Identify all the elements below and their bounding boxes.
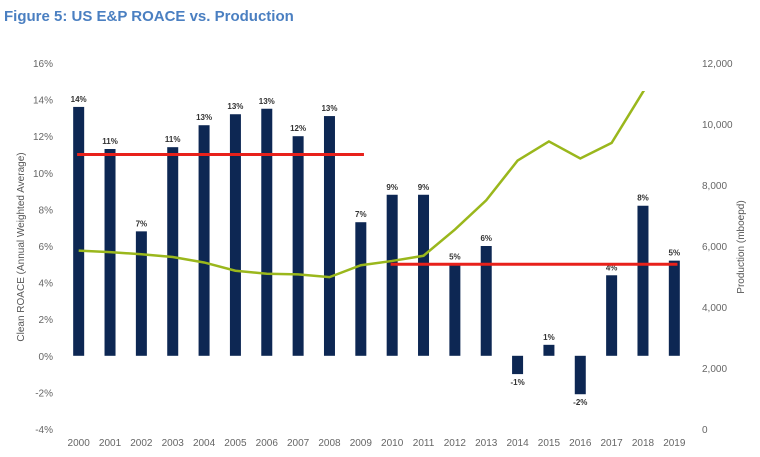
roace-bar: [637, 205, 649, 356]
roace-bar: [449, 264, 461, 356]
y2-tick-label: 2,000: [702, 364, 727, 375]
roace-bar: [261, 108, 273, 356]
y2-tick-label: 4,000: [702, 303, 727, 314]
y-tick-label: 8%: [39, 205, 54, 216]
roace-bars: [73, 106, 680, 395]
x-tick-label: 2000: [68, 438, 91, 449]
y-tick-label: 14%: [33, 96, 53, 107]
x-tick-label: 2016: [569, 438, 592, 449]
x-tick-label: 2004: [193, 438, 216, 449]
roace-bar: [167, 147, 179, 356]
x-tick-label: 2003: [162, 438, 185, 449]
roace-bar: [512, 355, 524, 375]
bar-value-label: 13%: [196, 113, 212, 122]
bar-value-label: 14%: [71, 95, 87, 104]
x-axis-ticks: 2000 2001 2002 2003 2004 2005 2006 2007 2008 2009…: [68, 438, 686, 449]
x-tick-label: 2006: [256, 438, 279, 449]
roace-bar: [73, 106, 85, 356]
x-tick-label: 2018: [632, 438, 655, 449]
production-line: [78, 91, 646, 279]
roace-bar: [386, 194, 398, 356]
roace-bar: [135, 231, 147, 356]
roace-bar: [668, 260, 680, 356]
bar-value-label: 5%: [449, 252, 461, 261]
roace-bar: [355, 222, 367, 356]
x-tick-label: 2014: [506, 438, 529, 449]
y-tick-label: 10%: [33, 169, 53, 180]
x-tick-label: 2010: [381, 438, 404, 449]
x-tick-label: 2001: [99, 438, 122, 449]
x-tick-label: 2017: [601, 438, 624, 449]
x-tick-label: 2002: [130, 438, 153, 449]
roace-bar: [543, 344, 555, 356]
bar-value-label: 12%: [290, 124, 306, 133]
x-tick-label: 2007: [287, 438, 310, 449]
left-axis-ticks: 16% 14% 12% 10% 8% 6% 4% 2% 0% -2% -4%: [33, 59, 53, 436]
y2-tick-label: 8,000: [702, 181, 727, 192]
y-tick-label: -2%: [35, 388, 53, 399]
roace-bar: [323, 116, 335, 356]
roace-bar: [292, 136, 304, 356]
x-tick-label: 2019: [663, 438, 686, 449]
production-line-group: [78, 91, 646, 279]
x-tick-label: 2012: [444, 438, 467, 449]
bar-value-label: 9%: [386, 183, 398, 192]
x-tick-label: 2015: [538, 438, 561, 449]
y-tick-label: 16%: [33, 59, 53, 70]
y2-tick-label: 12,000: [702, 59, 733, 70]
roace-bar: [606, 275, 618, 356]
figure-title: Figure 5: US E&P ROACE vs. Production: [4, 8, 294, 25]
bar-value-label: 13%: [321, 104, 337, 113]
y-tick-label: 6%: [39, 242, 54, 253]
bar-value-label: 1%: [543, 333, 555, 342]
bar-value-label: 13%: [227, 102, 243, 111]
bar-value-label: 6%: [480, 234, 492, 243]
x-tick-label: 2011: [413, 438, 435, 449]
bar-value-label: 8%: [637, 194, 649, 203]
roace-bar: [480, 246, 492, 356]
bar-value-label: 5%: [669, 249, 681, 258]
y-tick-label: 0%: [39, 352, 54, 363]
x-tick-label: 2009: [350, 438, 373, 449]
right-axis-title: Production (mboepd): [736, 200, 747, 293]
bar-value-label: -2%: [573, 398, 587, 407]
bar-value-label: 13%: [259, 97, 275, 106]
right-axis-ticks: 12,000 10,000 8,000 6,000 4,000 2,000 0: [702, 59, 733, 436]
left-axis-title: Clean ROACE (Annual Weighted Average): [16, 152, 27, 341]
reference-lines: [77, 153, 678, 266]
y-tick-label: -4%: [35, 425, 53, 436]
y2-tick-label: 10,000: [702, 120, 733, 131]
roace-bar: [574, 355, 586, 395]
roace-bar-labels: 14% 11% 7% 11% 13% 13% 13% 12% 13% 7% 9% 9% 5% 6% -1% 1…: [71, 95, 680, 407]
y-tick-label: 2%: [39, 315, 54, 326]
y-tick-label: 12%: [33, 132, 53, 143]
roace-bar: [418, 194, 430, 356]
bar-value-label: 4%: [606, 263, 618, 272]
roace-bar: [229, 114, 241, 356]
bar-value-label: -1%: [510, 378, 524, 387]
x-tick-label: 2013: [475, 438, 498, 449]
x-tick-label: 2008: [318, 438, 341, 449]
y2-tick-label: 0: [702, 425, 708, 436]
bar-value-label: 11%: [165, 135, 181, 144]
bar-value-label: 7%: [355, 210, 367, 219]
roace-bar: [198, 125, 210, 356]
bar-value-label: 7%: [136, 219, 148, 228]
bar-value-label: 11%: [102, 137, 118, 146]
y-tick-label: 4%: [39, 279, 54, 290]
y2-tick-label: 6,000: [702, 242, 727, 253]
bar-value-label: 9%: [418, 183, 430, 192]
x-tick-label: 2005: [224, 438, 247, 449]
